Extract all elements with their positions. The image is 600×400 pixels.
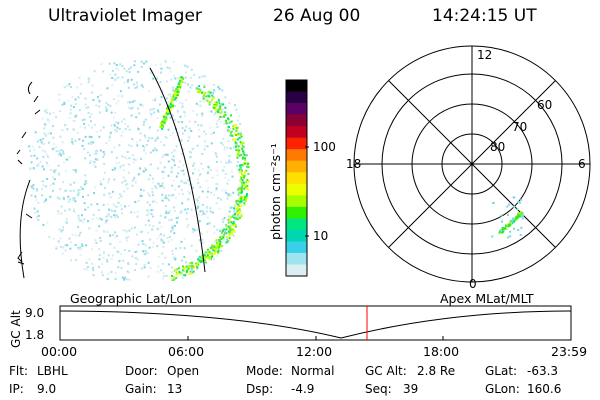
polar-diagonal-2 [388, 80, 556, 248]
polar-caption: Apex MLat/MLT [440, 291, 534, 306]
altitude-tick-min: 1.8 [25, 328, 45, 342]
status-glat-value: -63.3 [527, 364, 559, 378]
colorbar-unit-label: photon cm⁻²s⁻¹ [268, 143, 283, 240]
observation-time: 14:24:15 UT [432, 6, 537, 26]
mlt-label-bottom: 0 [469, 277, 477, 291]
colorbar-segment [286, 241, 307, 254]
terminator-line [149, 67, 206, 273]
polar-ring-outer [353, 45, 591, 283]
colorbar-segment [286, 252, 307, 266]
status-mode-label: Mode: [246, 364, 283, 378]
geographic-caption: Geographic Lat/Lon [70, 291, 192, 306]
colorbar-segment [286, 114, 307, 127]
time-tick-0000: 00:00 [41, 344, 78, 359]
polar-diagonal-1 [388, 80, 556, 248]
colorbar-segment [286, 160, 307, 173]
colorbar-gradient [286, 80, 307, 277]
status-gain-value: 13 [167, 382, 183, 396]
status-ip-value: 9.0 [37, 382, 57, 396]
mlat-label-60: 60 [537, 98, 553, 112]
altitude-tick-max: 9.0 [25, 306, 45, 320]
time-tick-0600: 06:00 [168, 344, 205, 359]
colorbar-segment [286, 103, 307, 116]
status-door-label: Door: [125, 364, 158, 378]
geographic-auroral-oval [159, 76, 250, 281]
status-gain-label: Gain: [125, 382, 157, 396]
mlt-label-right: 6 [578, 157, 586, 171]
colorbar-segment [286, 172, 307, 185]
colorbar-tick-label-10: 10 [313, 229, 329, 243]
colorbar-segment [286, 126, 307, 139]
mlt-label-top: 12 [477, 48, 493, 62]
mlat-label-70: 70 [512, 120, 528, 134]
colorbar-segment [286, 149, 307, 162]
geographic-image-speckle [27, 60, 242, 281]
status-glon-value: 160.6 [527, 382, 562, 396]
coastline-south [17, 213, 33, 265]
status-glon-label: GLon: [485, 382, 520, 396]
time-tick-1800: 18:00 [423, 344, 460, 359]
coastline [16, 81, 41, 165]
colorbar-segment [286, 206, 307, 219]
altitude-curve [59, 310, 572, 339]
colorbar-segment [286, 91, 307, 104]
mlt-label-left: 18 [346, 157, 362, 171]
status-gcalt-value: 2.8 Re [417, 364, 456, 378]
status-dsp-label: Dsp: [246, 382, 274, 396]
instrument-title: Ultraviolet Imager [48, 6, 202, 26]
colorbar-segment [286, 195, 307, 208]
status-gcalt-label: GC Alt: [365, 364, 407, 378]
status-dsp-value: -4.9 [291, 382, 315, 396]
colorbar-segment [286, 229, 307, 243]
status-flt-label: Flt: [9, 364, 28, 378]
status-seq-value: 39 [403, 382, 419, 396]
status-seq-label: Seq: [365, 382, 392, 396]
observation-date: 26 Aug 00 [273, 6, 361, 26]
colorbar-segment [286, 264, 307, 277]
limb-arc [19, 179, 31, 279]
mlat-label-80: 80 [490, 140, 506, 154]
colorbar-tick-label-100: 100 [313, 140, 336, 154]
status-glat-label: GLat: [485, 364, 518, 378]
polar-ring-60 [381, 73, 563, 255]
polar-auroral-patch [491, 196, 524, 239]
time-tick-2359: 23:59 [551, 344, 588, 359]
colorbar-segment [286, 218, 307, 231]
status-flt-value: LBHL [37, 364, 68, 378]
altitude-axis-label: GC Alt [9, 310, 23, 348]
colorbar-segment [286, 137, 307, 150]
colorbar-segment [286, 80, 307, 93]
status-door-value: Open [167, 364, 200, 378]
status-mode-value: Normal [291, 364, 335, 378]
time-tick-1200: 12:00 [296, 344, 333, 359]
colorbar-segment [286, 183, 307, 196]
status-ip-label: IP: [9, 382, 24, 396]
